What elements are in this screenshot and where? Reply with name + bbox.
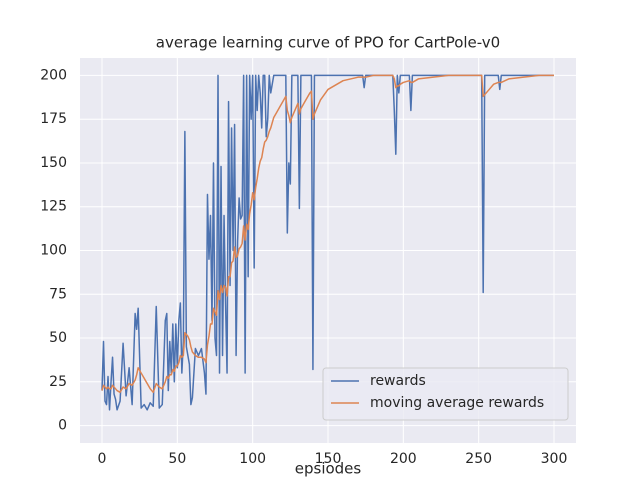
y-tick-label: 0: [58, 418, 67, 434]
x-tick-label: 100: [239, 451, 266, 467]
x-tick-label: 200: [390, 451, 417, 467]
x-tick-label: 300: [541, 451, 568, 467]
legend-box: [322, 367, 569, 421]
x-tick-label: 50: [168, 451, 186, 467]
x-tick-label: 150: [315, 451, 342, 467]
y-tick-label: 100: [40, 243, 67, 259]
y-tick-label: 75: [49, 286, 67, 302]
y-tick-label: 175: [40, 111, 67, 127]
legend: rewards moving average rewards: [322, 367, 569, 421]
y-tick-label: 150: [40, 155, 67, 171]
x-tick-label: 250: [465, 451, 492, 467]
line-series: [101, 74, 554, 394]
legend-label: rewards: [370, 373, 426, 389]
line-series: [101, 74, 554, 411]
y-tick-label: 50: [49, 330, 67, 346]
x-tick-label: 0: [98, 451, 107, 467]
legend-label: moving average rewards: [370, 395, 544, 411]
y-tick-label: 200: [40, 67, 67, 83]
x-axis-label: epsiodes: [295, 460, 362, 478]
chart-title: average learning curve of PPO for CartPo…: [156, 34, 500, 52]
y-tick-label: 25: [49, 374, 67, 390]
y-tick-label: 125: [40, 199, 67, 215]
